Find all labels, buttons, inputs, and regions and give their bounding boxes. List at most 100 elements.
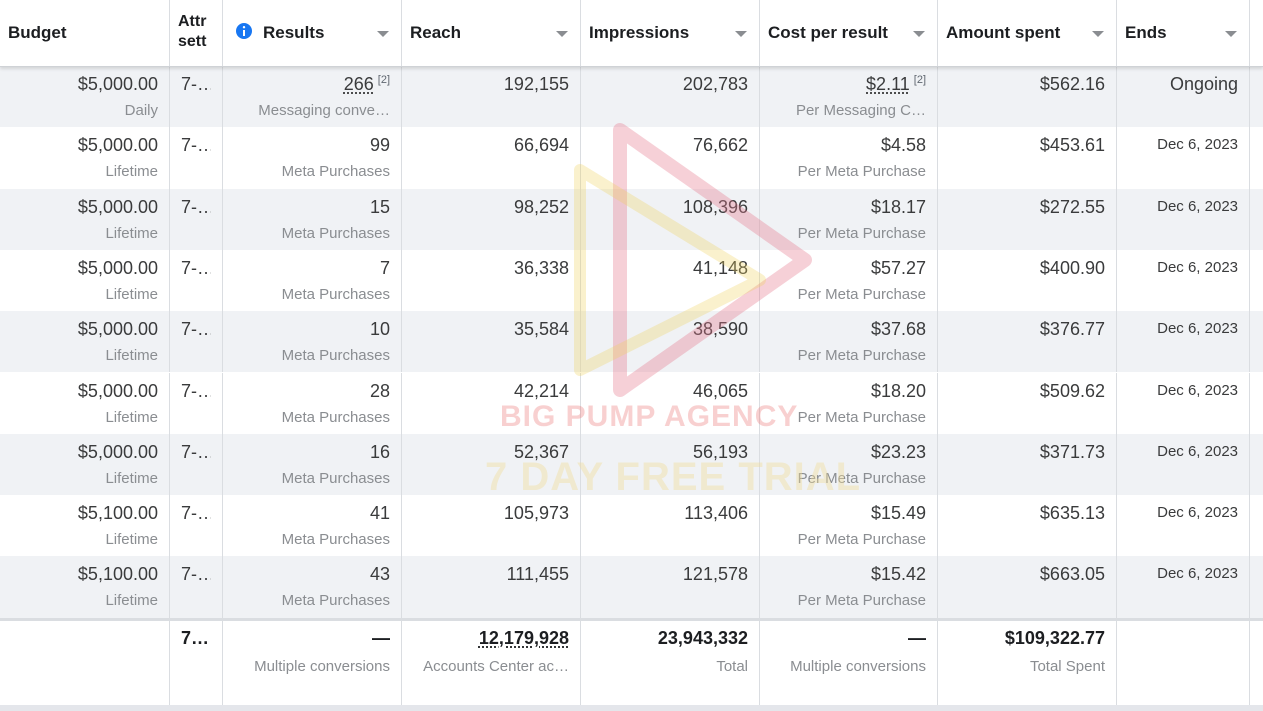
value-text: 7-… (181, 503, 211, 524)
value-text: 192,155 (503, 74, 569, 94)
cell-subtext: Per Meta Purchase (797, 224, 926, 242)
value-text: 7-… (181, 196, 211, 217)
cell-value: $663.05 (949, 564, 1105, 585)
value-text: $18.20 (870, 380, 926, 401)
value-text: $376.77 (1039, 319, 1105, 340)
table-cell: $376.77 (938, 311, 1117, 373)
value-text: $400.90 (1039, 257, 1105, 278)
cell-value: $23.23 (771, 442, 926, 463)
table-cell: 7-… (170, 311, 223, 373)
value-text: $18.17 (870, 196, 926, 217)
value-text: Ongoing (1169, 74, 1238, 94)
table-cell: 76,662 (581, 127, 760, 189)
table-cell (1250, 250, 1263, 311)
table-cell: 7… (170, 617, 223, 705)
table-cell: Ongoing (1117, 66, 1250, 128)
cell-subtext: Per Meta Purchase (797, 531, 926, 549)
value-text: $2.11 (866, 74, 910, 94)
value-text: $509.62 (1039, 380, 1105, 401)
cell-value: $5,100.00 (11, 564, 158, 585)
table-cell: $15.49 Per Meta Purchase (760, 495, 938, 557)
value-text: 111,455 (506, 564, 569, 585)
table-cell: 121,578 (581, 556, 760, 618)
sort-arrow (377, 31, 389, 37)
cell-subtext: Per Meta Purchase (797, 163, 926, 181)
value-text: 66,694 (513, 135, 569, 156)
table-cell: $2.11 [2] Per Messaging C… (760, 66, 938, 128)
table-row: $5,000.00 Lifetime 7-… 7 Meta Purchases 36,33… (0, 249, 1263, 312)
cell-value: 10 (234, 319, 390, 340)
cell-subtext: Total Spent (1029, 657, 1105, 675)
table-cell: 7-… (170, 433, 223, 496)
value-text: 46,065 (692, 380, 748, 401)
column-header[interactable]: Amount spent (938, 0, 1117, 66)
table-cell: — Multiple conversions (760, 617, 938, 705)
info-icon[interactable] (235, 22, 253, 40)
table-cell: 98,252 (402, 188, 581, 250)
table-cell: 35,584 (402, 311, 581, 373)
cell-subtext: Meta Purchases (281, 224, 390, 242)
column-header[interactable]: Cost per result (760, 0, 938, 66)
column-header[interactable]: Attr sett (170, 0, 223, 66)
value-text: 41,148 (692, 257, 748, 278)
cell-value: 76,662 (592, 135, 748, 156)
value-text: $109,322.77 (1004, 627, 1105, 648)
table-cell: Dec 6, 2023 (1117, 495, 1250, 557)
value-text: 7-… (181, 319, 211, 340)
table-cell: 10 Meta Purchases (223, 311, 402, 373)
cell-value: Dec 6, 2023 (1128, 136, 1238, 153)
value-text: $663.05 (1039, 564, 1105, 585)
value-text: $5,000.00 (77, 135, 158, 156)
value-text: 7-… (181, 441, 211, 462)
column-header[interactable]: Budget (0, 0, 170, 66)
column-title: Cost per result (768, 23, 888, 42)
value-text: 121,578 (682, 564, 748, 585)
cell-value: 7-… (181, 135, 211, 156)
cell-value: 7-… (181, 564, 211, 585)
cell-subtext: Meta Purchases (281, 469, 390, 487)
table-cell: 41,148 (581, 249, 760, 312)
value-text: 99 (369, 135, 390, 156)
cell-value: $18.20 (771, 381, 926, 402)
cell-value: Ongoing (1128, 74, 1238, 95)
table-cell: 16 Meta Purchases (223, 433, 402, 496)
value-text: 7-… (181, 380, 211, 401)
cell-value: $37.68 (771, 319, 926, 340)
cell-value: 105,973 (413, 503, 569, 524)
table-row: $5,000.00 Lifetime 7-… 28 Meta Purchases 42,2… (0, 372, 1263, 434)
cell-value: Dec 6, 2023 (1128, 320, 1238, 337)
cell-subtext: Per Meta Purchase (797, 408, 926, 426)
cell-value: 113,406 (592, 503, 748, 524)
table-cell: $453.61 (938, 127, 1117, 189)
cell-value: $5,000.00 (11, 258, 158, 279)
column-title: Ends (1125, 23, 1167, 42)
table-cell: 43 Meta Purchases (223, 556, 402, 618)
cell-subtext: Lifetime (105, 531, 158, 549)
table-cell: $5,000.00 Lifetime (0, 249, 170, 312)
cell-subtext: Lifetime (105, 224, 158, 242)
cell-value: $5,000.00 (11, 442, 158, 463)
cell-value: $371.73 (949, 442, 1105, 463)
cell-subtext: Lifetime (105, 592, 158, 610)
column-header[interactable]: Ends (1117, 0, 1250, 66)
table-cell: $400.90 (938, 249, 1117, 312)
table-cell: 7-… (170, 249, 223, 312)
value-text: Dec 6, 2023 (1157, 442, 1238, 460)
cell-value: 98,252 (413, 197, 569, 218)
column-header[interactable]: Reach (402, 0, 581, 66)
table-cell: 266 [2] Messaging conve… (223, 66, 402, 128)
column-header[interactable]: Results (223, 0, 402, 66)
cell-value: $5,000.00 (11, 197, 158, 218)
table-cell: 7-… (170, 66, 223, 128)
value-text: 10 (369, 319, 390, 340)
cell-subtext: Lifetime (105, 163, 158, 181)
table-cell: 7-… (170, 556, 223, 618)
column-header[interactable]: Impressions (581, 0, 760, 66)
cell-subtext: Meta Purchases (281, 347, 390, 365)
value-text: $5,000.00 (77, 196, 158, 217)
cell-value: 111,455 (413, 564, 569, 585)
cell-subtext: Per Meta Purchase (797, 592, 926, 610)
cell-subtext: Lifetime (105, 285, 158, 303)
table-cell (1250, 434, 1263, 495)
